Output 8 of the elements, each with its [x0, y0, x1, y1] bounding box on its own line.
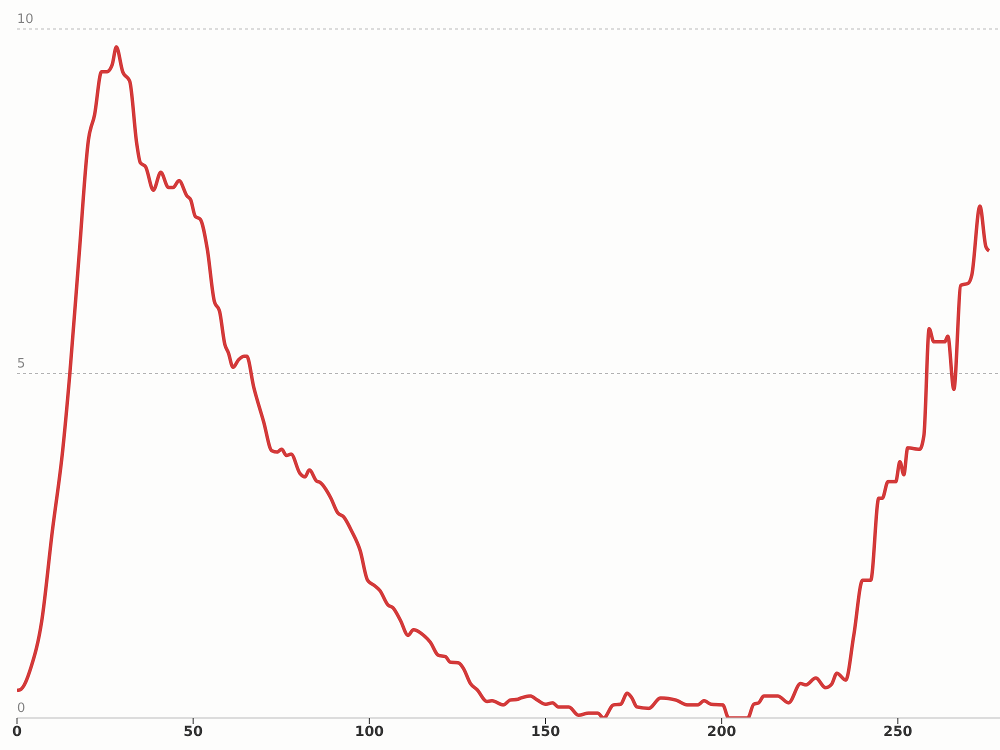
y-tick-label: 5: [17, 356, 26, 372]
x-tick-label: 150: [530, 724, 560, 740]
x-tick-label: 100: [354, 724, 384, 740]
y-tick-label: 0: [17, 701, 26, 716]
y-tick-label: 10: [17, 12, 34, 27]
x-tick-label: 200: [707, 724, 737, 740]
x-tick-label: 250: [883, 724, 913, 740]
x-tick-label: 50: [183, 724, 204, 740]
